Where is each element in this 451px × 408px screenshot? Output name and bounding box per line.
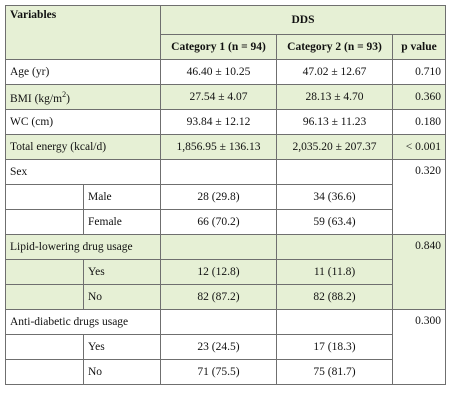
cell-category2: 47.02 ± 12.67 (276, 59, 394, 85)
cell-category2: 59 (63.4) (276, 209, 394, 235)
cell-empty (276, 159, 394, 185)
table-row-wc: WC (cm) 93.84 ± 12.12 96.13 ± 11.23 0.18… (4, 109, 447, 135)
header-category2: Category 2 (n = 93) (276, 34, 394, 60)
table-row-lipid-yes: Yes 12 (12.8) 11 (11.8) (5, 259, 446, 285)
header-dds: DDS (160, 5, 447, 35)
cell-category2: 2,035.20 ± 207.37 (276, 134, 394, 160)
table-row-lipid: Lipid-lowering drug usage 0.840 (4, 234, 447, 310)
row-label: BMI (kg/m2) (4, 84, 162, 110)
row-label: Yes (82, 259, 162, 285)
table-row-age: Age (yr) 46.40 ± 10.25 47.02 ± 12.67 0.7… (4, 59, 447, 85)
cell-pvalue: < 0.001 (392, 134, 447, 160)
row-label: No (82, 359, 162, 385)
cell-pvalue: 0.360 (392, 84, 447, 110)
cell-category1: 71 (75.5) (160, 359, 278, 385)
cell-category2: 34 (36.6) (276, 184, 394, 210)
group-label: Anti-diabetic drugs usage (4, 309, 162, 335)
header-variables: Variables (4, 5, 162, 60)
cell-empty (160, 309, 278, 335)
cell-pvalue: 0.320 (392, 159, 447, 235)
cell-category2: 11 (11.8) (276, 259, 394, 285)
table-row-lipid-no: No 82 (87.2) 82 (88.2) (5, 284, 446, 310)
cell-category2: 75 (81.7) (276, 359, 394, 385)
row-label: WC (cm) (4, 109, 162, 135)
indent-cell (5, 184, 84, 210)
header-row-2: Category 1 (n = 94) Category 2 (n = 93) … (6, 34, 447, 60)
cell-category1: 1,856.95 ± 136.13 (160, 134, 278, 160)
bmi-label-sup: 2 (62, 89, 67, 99)
row-label: Age (yr) (4, 59, 162, 85)
cell-category1: 23 (24.5) (160, 334, 278, 360)
cell-empty (276, 234, 394, 260)
cell-empty (160, 234, 278, 260)
table-row-antidiabetic-no: No 71 (75.5) 75 (81.7) (5, 359, 446, 385)
cell-category1: 93.84 ± 12.12 (160, 109, 278, 135)
row-label: Male (82, 184, 162, 210)
table-row-bmi: BMI (kg/m2) 27.54 ± 4.07 28.13 ± 4.70 0.… (4, 84, 447, 110)
characteristics-table: Variables DDS Category 1 (n = 94) Catego… (4, 5, 447, 385)
cell-category1: 66 (70.2) (160, 209, 278, 235)
cell-category2: 28.13 ± 4.70 (276, 84, 394, 110)
group-label: Lipid-lowering drug usage (4, 234, 162, 260)
indent-cell (5, 209, 84, 235)
table-row-sex: Sex 0.320 (4, 159, 447, 235)
indent-cell (5, 284, 84, 310)
table-row-sex-female: Female 66 (70.2) 59 (63.4) (5, 209, 446, 235)
cell-category2: 82 (88.2) (276, 284, 394, 310)
row-label: Yes (82, 334, 162, 360)
cell-category2: 17 (18.3) (276, 334, 394, 360)
cell-empty (276, 309, 394, 335)
table-row-sex-male: Male 28 (29.8) 34 (36.6) (5, 184, 446, 210)
cell-category1: 27.54 ± 4.07 (160, 84, 278, 110)
bmi-label-suffix: ) (66, 92, 70, 105)
cell-empty (160, 159, 278, 185)
cell-pvalue: 0.300 (392, 309, 447, 385)
header-category1: Category 1 (n = 94) (160, 34, 278, 60)
cell-category2: 96.13 ± 11.23 (276, 109, 394, 135)
cell-pvalue: 0.180 (392, 109, 447, 135)
group-label: Sex (4, 159, 161, 185)
indent-cell (5, 259, 84, 285)
cell-category1: 12 (12.8) (160, 259, 278, 285)
table-row-antidiabetic-yes: Yes 23 (24.5) 17 (18.3) (5, 334, 446, 360)
row-label: Total energy (kcal/d) (4, 134, 162, 160)
row-label: No (82, 284, 162, 310)
cell-pvalue: 0.710 (392, 59, 447, 85)
header-row-1: Variables DDS (4, 5, 447, 60)
indent-cell (5, 359, 84, 385)
cell-category1: 82 (87.2) (160, 284, 278, 310)
header-pvalue: p value (392, 34, 447, 60)
indent-cell (5, 334, 84, 360)
cell-category1: 46.40 ± 10.25 (160, 59, 278, 85)
cell-category1: 28 (29.8) (160, 184, 278, 210)
bmi-label-prefix: BMI (kg/m (10, 92, 63, 105)
table-row-antidiabetic: Anti-diabetic drugs usage 0.300 (4, 309, 447, 385)
cell-pvalue: 0.840 (392, 234, 447, 310)
row-label: Female (82, 209, 162, 235)
table-row-energy: Total energy (kcal/d) 1,856.95 ± 136.13 … (4, 134, 447, 160)
